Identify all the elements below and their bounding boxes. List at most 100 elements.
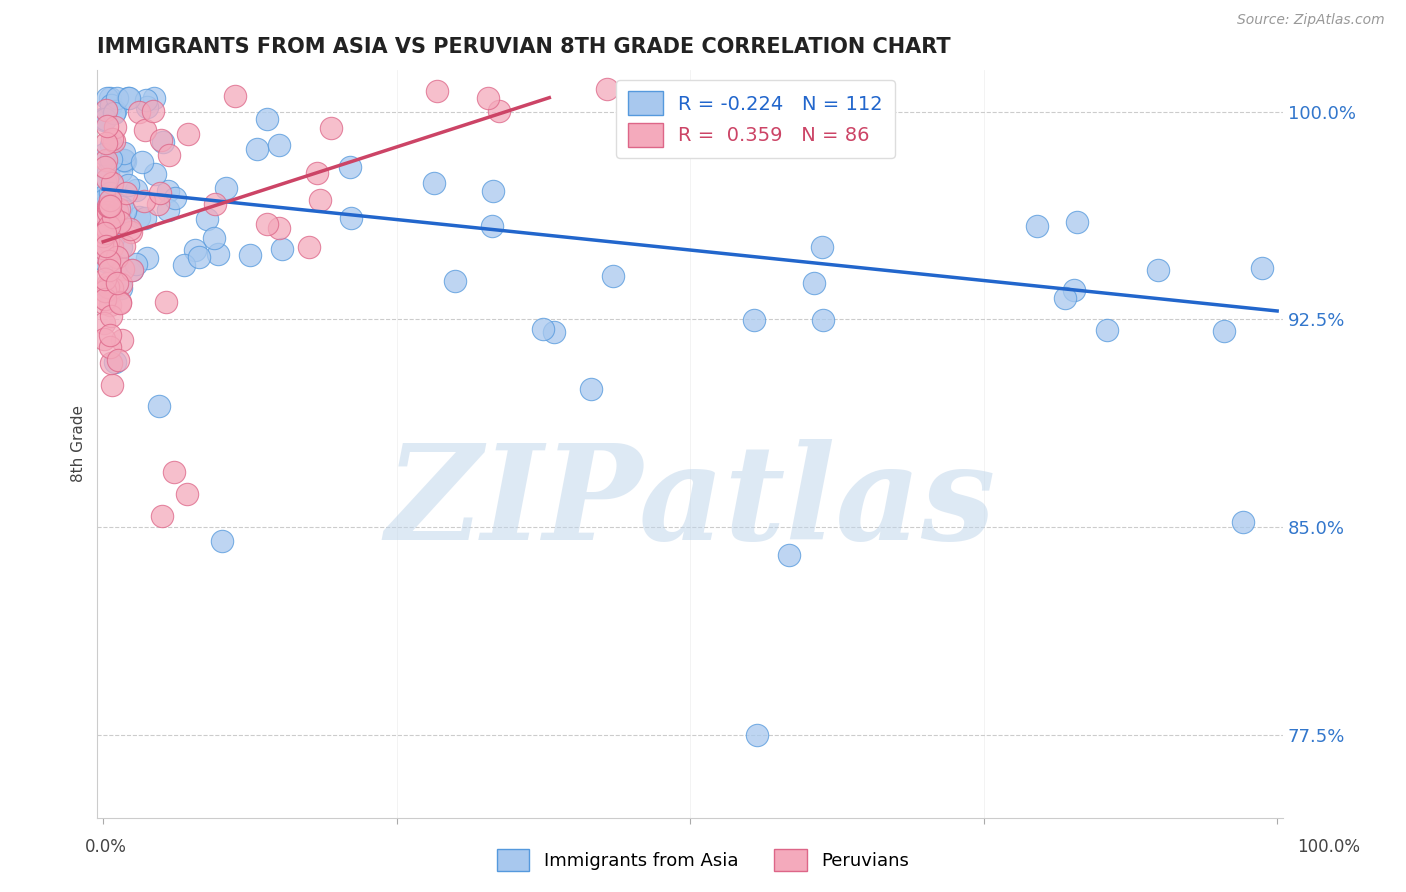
Point: [426, 84, 449, 98]
Point: [94, 112, 117, 126]
Point: [94, 193, 117, 207]
Point: [339, 211, 361, 225]
Point: [1250, 260, 1272, 275]
Point: [94, 254, 117, 268]
Point: [110, 164, 132, 178]
Point: [256, 112, 278, 126]
Legend: Immigrants from Asia, Peruvians: Immigrants from Asia, Peruvians: [489, 842, 917, 879]
Point: [202, 231, 225, 245]
Point: [94, 136, 117, 150]
Point: [100, 282, 122, 296]
Point: [176, 487, 198, 501]
Point: [811, 240, 834, 254]
Point: [97, 205, 120, 219]
Point: [94, 272, 117, 286]
Point: [98, 208, 121, 222]
Point: [100, 377, 122, 392]
Point: [184, 243, 207, 257]
Point: [107, 352, 129, 367]
Point: [100, 356, 122, 370]
Point: [118, 222, 141, 236]
Point: [157, 148, 180, 162]
Y-axis label: 8th Grade: 8th Grade: [72, 406, 86, 483]
Point: [105, 257, 128, 271]
Point: [93, 296, 115, 310]
Point: [1232, 515, 1254, 529]
Point: [104, 194, 127, 209]
Point: [204, 197, 226, 211]
Point: [477, 91, 499, 105]
Point: [120, 225, 142, 239]
Point: [103, 153, 125, 168]
Point: [112, 153, 135, 167]
Point: [155, 295, 177, 310]
Point: [246, 142, 269, 156]
Point: [98, 199, 121, 213]
Point: [188, 250, 211, 264]
Point: [163, 191, 186, 205]
Point: [108, 202, 131, 217]
Point: [135, 93, 157, 107]
Point: [176, 127, 198, 141]
Point: [110, 239, 132, 253]
Point: [104, 120, 127, 134]
Point: [121, 262, 143, 277]
Point: [112, 262, 135, 277]
Point: [97, 234, 120, 248]
Point: [128, 105, 150, 120]
Point: [778, 548, 800, 562]
Point: [134, 211, 156, 225]
Point: [101, 227, 124, 241]
Point: [96, 103, 118, 117]
Point: [100, 176, 122, 190]
Point: [94, 249, 117, 263]
Point: [93, 146, 115, 161]
Point: [97, 280, 120, 294]
Point: [97, 165, 120, 179]
Point: [94, 220, 117, 235]
Point: [96, 120, 118, 134]
Point: [112, 239, 135, 253]
Point: [94, 292, 117, 306]
Point: [270, 242, 292, 256]
Point: [163, 465, 186, 479]
Point: [100, 98, 122, 112]
Point: [135, 100, 157, 114]
Point: [239, 248, 262, 262]
Text: 100.0%: 100.0%: [1298, 838, 1360, 855]
Point: [143, 167, 166, 181]
Point: [100, 186, 122, 200]
Point: [150, 132, 173, 146]
Point: [97, 277, 120, 291]
Point: [94, 226, 117, 240]
Point: [125, 257, 148, 271]
Point: [98, 253, 121, 268]
Point: [103, 134, 125, 148]
Point: [114, 154, 136, 169]
Point: [803, 276, 825, 290]
Point: [269, 138, 291, 153]
Point: [100, 309, 122, 323]
Point: [148, 399, 170, 413]
Point: [152, 135, 174, 149]
Point: [195, 212, 218, 227]
Point: [98, 298, 121, 312]
Point: [93, 193, 115, 207]
Point: [103, 105, 125, 120]
Point: [149, 186, 172, 200]
Point: [96, 239, 118, 253]
Point: [98, 263, 121, 277]
Point: [103, 211, 125, 225]
Point: [105, 90, 128, 104]
Point: [105, 203, 128, 218]
Point: [214, 180, 236, 194]
Point: [97, 199, 120, 213]
Point: [108, 296, 131, 310]
Point: [101, 200, 124, 214]
Point: [100, 132, 122, 146]
Point: [142, 104, 165, 119]
Point: [128, 211, 150, 225]
Point: [100, 153, 122, 167]
Point: [111, 334, 134, 348]
Text: Source: ZipAtlas.com: Source: ZipAtlas.com: [1237, 13, 1385, 28]
